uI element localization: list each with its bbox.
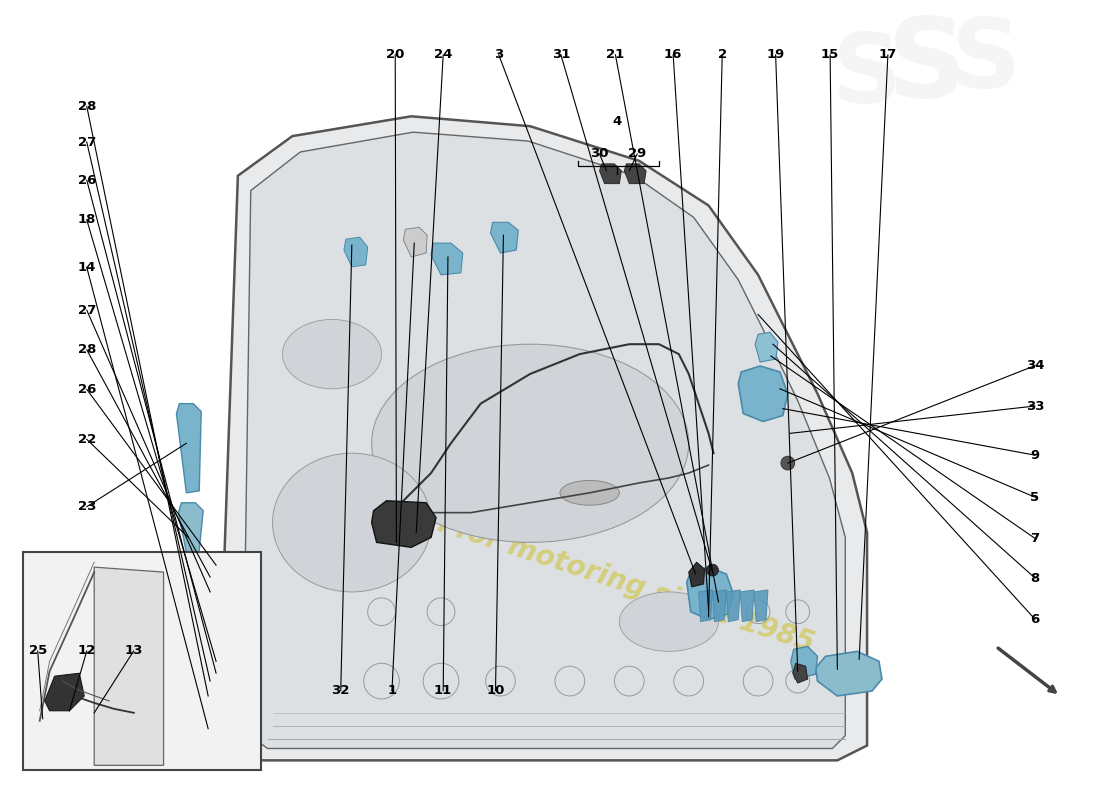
Text: S: S <box>832 30 902 123</box>
Circle shape <box>706 564 718 576</box>
Text: 22: 22 <box>78 433 96 446</box>
Text: 10: 10 <box>486 684 505 697</box>
Ellipse shape <box>560 481 619 506</box>
Polygon shape <box>216 656 243 709</box>
Text: 33: 33 <box>1026 399 1044 413</box>
Text: 4: 4 <box>613 114 621 128</box>
Polygon shape <box>216 555 243 610</box>
Text: 26: 26 <box>78 174 96 186</box>
Text: 32: 32 <box>331 684 350 697</box>
Circle shape <box>781 456 794 470</box>
Text: a passion for motoring since 1985: a passion for motoring since 1985 <box>302 466 817 658</box>
Text: 29: 29 <box>628 147 647 161</box>
Polygon shape <box>689 562 705 587</box>
Text: 9: 9 <box>1031 449 1040 462</box>
Text: S: S <box>950 15 1021 108</box>
Text: 28: 28 <box>78 343 96 356</box>
Polygon shape <box>726 590 740 622</box>
Circle shape <box>205 566 212 574</box>
Text: 3: 3 <box>494 48 504 62</box>
Polygon shape <box>218 116 867 760</box>
Text: 34: 34 <box>1026 359 1044 372</box>
Text: 26: 26 <box>78 383 96 396</box>
Text: 6: 6 <box>1031 613 1040 626</box>
FancyBboxPatch shape <box>23 552 261 770</box>
Text: 25: 25 <box>29 645 47 658</box>
Text: 18: 18 <box>78 214 96 226</box>
Ellipse shape <box>372 344 689 542</box>
Polygon shape <box>45 673 85 711</box>
Polygon shape <box>344 237 367 267</box>
Ellipse shape <box>619 592 718 651</box>
Polygon shape <box>198 721 218 741</box>
Text: 8: 8 <box>1031 571 1040 585</box>
Text: 15: 15 <box>821 48 839 62</box>
Polygon shape <box>431 243 463 275</box>
Polygon shape <box>404 227 427 257</box>
Polygon shape <box>755 590 768 622</box>
Text: 1: 1 <box>387 684 396 697</box>
Text: 17: 17 <box>879 48 896 62</box>
Polygon shape <box>176 404 201 493</box>
Polygon shape <box>625 164 646 184</box>
Text: 14: 14 <box>78 261 96 274</box>
Polygon shape <box>815 651 882 696</box>
Polygon shape <box>738 366 788 422</box>
Text: 21: 21 <box>606 48 625 62</box>
Polygon shape <box>243 132 845 749</box>
Text: 27: 27 <box>78 135 96 149</box>
Polygon shape <box>372 501 436 547</box>
Polygon shape <box>793 663 807 683</box>
Polygon shape <box>698 590 713 622</box>
Text: 2: 2 <box>717 48 727 62</box>
Text: 11: 11 <box>434 684 452 697</box>
Ellipse shape <box>273 453 431 592</box>
Text: 20: 20 <box>386 48 405 62</box>
Text: 16: 16 <box>664 48 682 62</box>
Polygon shape <box>686 567 734 620</box>
Polygon shape <box>755 332 778 362</box>
Text: 27: 27 <box>78 304 96 317</box>
Text: 5: 5 <box>1031 490 1040 504</box>
Text: 28: 28 <box>78 100 96 113</box>
Text: 19: 19 <box>767 48 784 62</box>
Circle shape <box>204 688 213 698</box>
Text: 23: 23 <box>78 500 96 514</box>
Polygon shape <box>491 222 518 253</box>
Polygon shape <box>600 164 621 184</box>
Circle shape <box>205 666 212 673</box>
Circle shape <box>204 589 213 599</box>
Polygon shape <box>713 590 726 622</box>
Text: 13: 13 <box>124 645 143 658</box>
Text: 24: 24 <box>434 48 452 62</box>
Text: 30: 30 <box>591 147 608 161</box>
Polygon shape <box>95 567 164 766</box>
Polygon shape <box>791 646 817 679</box>
Text: 7: 7 <box>1031 532 1040 545</box>
Text: 31: 31 <box>552 48 570 62</box>
Polygon shape <box>178 502 204 562</box>
Text: 12: 12 <box>78 645 96 658</box>
Text: S: S <box>887 14 967 120</box>
Polygon shape <box>740 590 755 622</box>
Ellipse shape <box>283 319 382 389</box>
